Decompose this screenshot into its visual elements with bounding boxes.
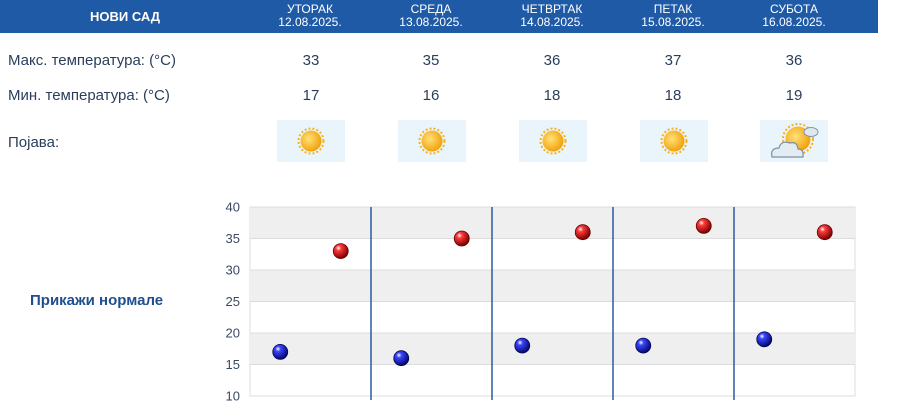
sun-icon — [539, 127, 567, 155]
partly-cloudy-icon — [771, 123, 819, 158]
weather-icon-box — [398, 120, 466, 162]
y-tick-label: 40 — [226, 200, 240, 215]
min-temp-value: 18 — [664, 87, 682, 104]
day-header-0: УТОРАК 12.08.2025. — [250, 3, 370, 29]
y-tick-label: 15 — [226, 357, 240, 372]
day-date: 13.08.2025. — [399, 15, 463, 29]
min-temp-value: 17 — [302, 87, 320, 104]
day-header-2: ЧЕТВРТАК 14.08.2025. — [492, 3, 612, 29]
weather-icon-box — [519, 120, 587, 162]
day-date: 15.08.2025. — [641, 15, 705, 29]
max-temp-value: 33 — [302, 52, 320, 69]
max-temp-value: 35 — [422, 52, 440, 69]
min-temp-value: 16 — [422, 87, 440, 104]
max-temp-value: 36 — [785, 52, 803, 69]
show-normals-link[interactable]: Прикажи нормале — [30, 292, 164, 309]
max-temp-value: 37 — [664, 52, 682, 69]
max-temp-point — [816, 224, 833, 241]
y-tick-label: 10 — [226, 389, 240, 404]
day-date: 16.08.2025. — [762, 15, 826, 29]
weather-icon-box — [760, 120, 828, 162]
weather-icon-box — [277, 120, 345, 162]
grid-band — [250, 333, 855, 365]
grid-band — [250, 270, 855, 302]
weather-icon-box — [640, 120, 708, 162]
day-name: СРЕДА — [410, 2, 452, 16]
y-axis: 10 15 20 25 30 35 40 — [226, 200, 240, 404]
min-temp-point — [635, 337, 652, 354]
day-header-3: ПЕТАК 15.08.2025. — [613, 3, 733, 29]
min-temp-point — [272, 343, 289, 360]
temperature-markers — [272, 217, 833, 367]
y-tick-label: 35 — [226, 231, 240, 246]
y-tick-label: 30 — [226, 263, 240, 278]
min-temp-label: Мин. температура: (°C) — [8, 87, 170, 104]
location-name: НОВИ САД — [89, 9, 161, 24]
day-header-4: СУБОТА 16.08.2025. — [734, 3, 854, 29]
phenomenon-label: Појава: — [8, 134, 60, 151]
forecast-header: НОВИ САД УТОРАК 12.08.2025. СРЕДА 13.08.… — [0, 0, 878, 33]
max-temp-point — [695, 217, 712, 234]
day-date: 12.08.2025. — [278, 15, 342, 29]
max-temp-point — [453, 230, 470, 247]
min-temp-value: 18 — [543, 87, 561, 104]
day-name: УТОРАК — [287, 2, 333, 16]
day-name: ПЕТАК — [653, 2, 693, 16]
min-temp-value: 19 — [785, 87, 803, 104]
max-temp-point — [574, 224, 591, 241]
day-dividers — [370, 207, 735, 400]
day-header-1: СРЕДА 13.08.2025. — [371, 3, 491, 29]
max-temp-point — [332, 243, 349, 260]
day-name: ЧЕТВРТАК — [521, 2, 583, 16]
grid-band — [250, 207, 855, 239]
sun-icon — [418, 127, 446, 155]
day-name: СУБОТА — [770, 2, 818, 16]
y-tick-label: 20 — [226, 326, 240, 341]
day-date: 14.08.2025. — [520, 15, 584, 29]
max-temp-label: Макс. температура: (°C) — [8, 52, 176, 69]
min-temp-point — [514, 337, 531, 354]
sun-icon — [297, 127, 325, 155]
min-temp-point — [756, 331, 773, 348]
chart-bands — [249, 206, 856, 397]
min-temp-point — [393, 350, 410, 367]
y-tick-label: 25 — [226, 294, 240, 309]
max-temp-value: 36 — [543, 52, 561, 69]
sun-icon — [660, 127, 688, 155]
